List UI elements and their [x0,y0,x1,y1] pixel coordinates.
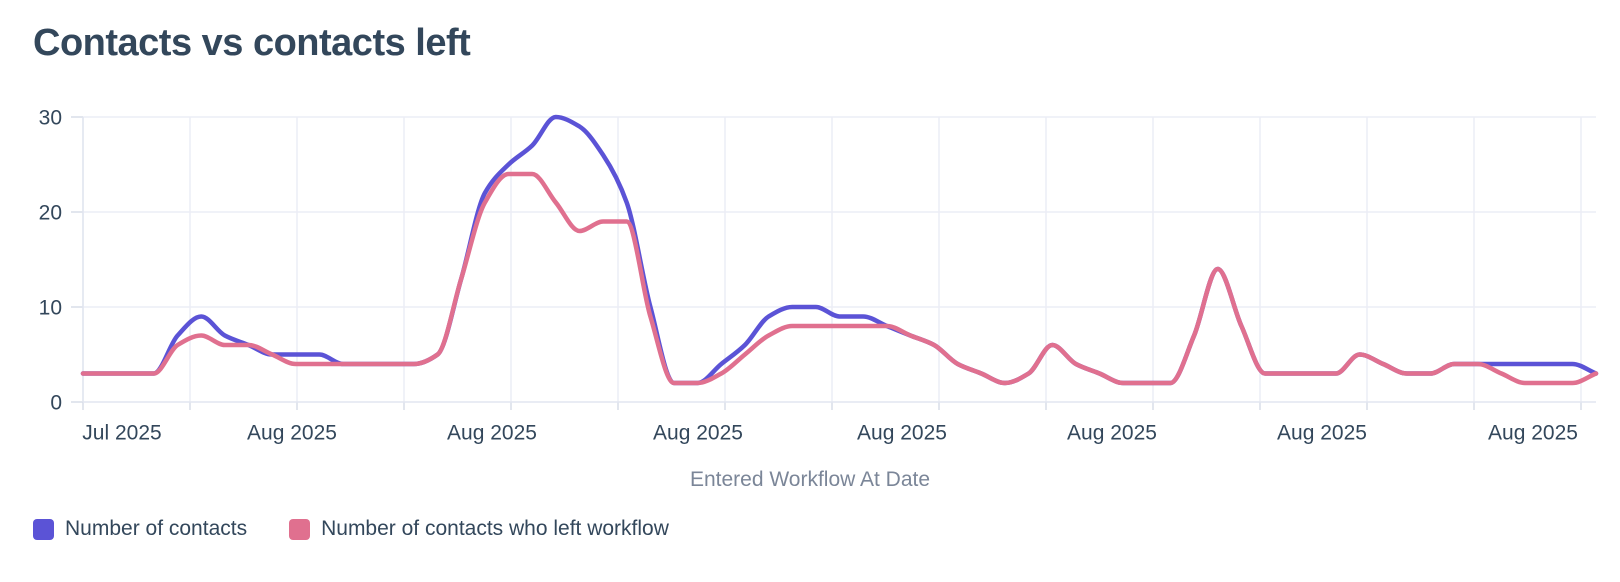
y-tick-label: 10 [39,296,62,319]
legend-swatch-contacts-icon [33,518,54,540]
x-tick-label: Aug 2025 [653,421,743,444]
report-card: Contacts vs contacts left 0 10 20 30 Jul 202… [0,22,1620,541]
x-tick-label: Aug 2025 [1277,421,1367,444]
legend-item-left-workflow[interactable]: Number of contacts who left workflow [289,517,669,541]
y-tick-label: 20 [39,201,62,224]
series-line-contacts[interactable] [80,114,1599,386]
series-line-left-workflow[interactable] [80,171,1599,386]
legend-label-left-workflow: Number of contacts who left workflow [321,517,669,540]
y-tick-label: 30 [39,106,62,129]
legend-swatch-left-workflow-icon [289,518,311,540]
x-tick-label: Aug 2025 [857,421,947,444]
x-tick-label: Jul 2025 [82,421,161,444]
y-tick-label: 0 [50,391,62,414]
legend: Number of contacts Number of contacts wh… [33,517,1620,541]
x-axis-title: Entered Workflow At Date [689,468,931,491]
chart-title: Contacts vs contacts left [33,22,471,64]
x-tick-label: Aug 2025 [1067,421,1157,444]
legend-item-contacts[interactable]: Number of contacts [33,517,247,541]
line-chart: 0 10 20 30 Jul 2025 Aug 2025 Aug 2025 Aug 2025 A… [0,95,1620,455]
x-tick-label: Aug 2025 [1488,421,1578,444]
legend-label-contacts: Number of contacts [65,517,248,540]
chart-canvas: 0 10 20 30 Jul 2025 Aug 2025 Aug 2025 Aug 2025 A… [39,106,1599,444]
x-tick-label: Aug 2025 [247,421,337,444]
x-tick-label: Aug 2025 [447,421,537,444]
